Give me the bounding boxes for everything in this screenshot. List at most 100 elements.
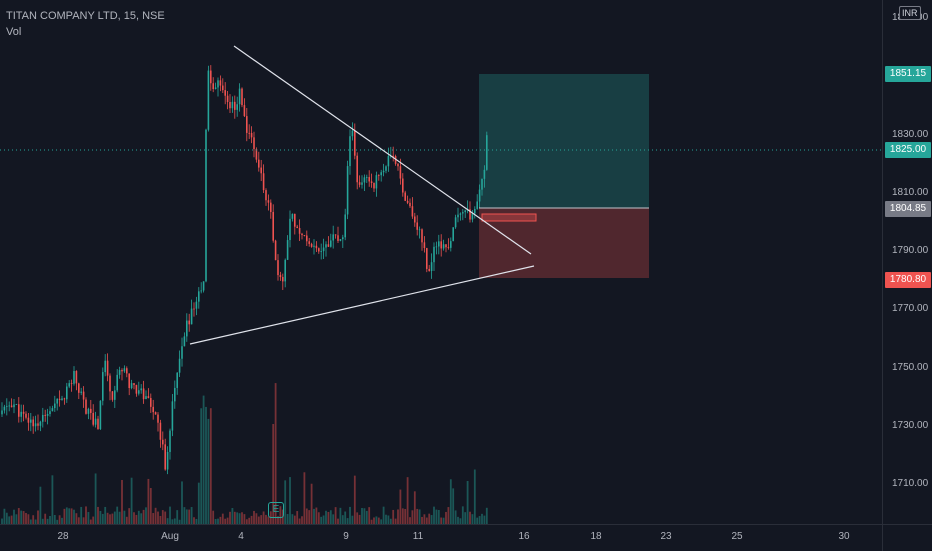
volume-bar [15, 514, 18, 524]
volume-bar [298, 518, 301, 524]
volume-bar [22, 511, 25, 524]
currency-label[interactable]: INR [899, 6, 921, 20]
volume-bar [233, 511, 236, 524]
lower-trendline[interactable] [189, 265, 535, 345]
upper-trendline[interactable] [233, 45, 532, 255]
candle-body [409, 202, 411, 207]
candle-body [181, 346, 183, 359]
candle-body [8, 405, 10, 407]
candle-body [423, 242, 426, 249]
volume-bar [339, 507, 342, 524]
time-tick: 16 [518, 531, 530, 542]
candle-body [106, 360, 109, 376]
candle-body [303, 235, 306, 236]
volume-bar [296, 511, 299, 524]
volume-bar [243, 514, 246, 524]
time-tick: 28 [57, 531, 69, 542]
candle-body [32, 419, 34, 427]
position-stop-zone[interactable] [479, 208, 649, 278]
earnings-event-icon[interactable]: E [268, 502, 284, 518]
candle-body [85, 399, 87, 414]
volume-bar [229, 511, 231, 524]
candle-body [320, 251, 322, 252]
price-chart[interactable] [0, 0, 882, 524]
candle-body [397, 163, 399, 167]
breakout-box[interactable] [481, 213, 537, 222]
volume-bar [10, 515, 13, 524]
volume-bar [459, 518, 462, 524]
volume-bars [1, 383, 488, 524]
volume-legend[interactable]: Vol [6, 26, 22, 38]
candle-body [306, 235, 308, 242]
candle-body [426, 248, 428, 269]
volume-bar [385, 514, 387, 524]
candle-body [366, 177, 368, 178]
volume-bar [469, 511, 471, 524]
candle-body [454, 217, 457, 228]
scale-settings-corner[interactable] [882, 524, 932, 551]
candle-body [289, 218, 291, 241]
volume-bar [101, 513, 104, 524]
volume-bar [161, 510, 164, 524]
candle-body [219, 80, 222, 86]
volume-bar [332, 514, 335, 524]
candle-body [404, 192, 406, 201]
candle-body [421, 229, 423, 243]
candle-body [188, 320, 190, 325]
candle-body [406, 200, 409, 203]
volume-bar [380, 519, 383, 524]
time-tick: Aug [161, 531, 179, 542]
symbol-legend[interactable]: TITAN COMPANY LTD, 15, NSE [6, 10, 165, 22]
candle-body [195, 301, 198, 309]
time-scale[interactable]: 28 Aug 4 9 11 16 18 23 25 30 [0, 524, 882, 551]
candle-body [128, 373, 130, 389]
candle-body [368, 177, 370, 182]
volume-bar [308, 510, 311, 524]
volume-bar [356, 512, 359, 524]
volume-bar [224, 518, 227, 524]
volume-bar [286, 514, 289, 524]
candle-body [226, 95, 229, 103]
candle-body [142, 388, 145, 400]
candle-body [236, 104, 238, 110]
volume-bar [73, 509, 75, 524]
volume-bar [185, 509, 188, 524]
volume-bar [430, 515, 433, 524]
candle-body [262, 173, 265, 191]
price-scale[interactable]: 1850.00 1830.00 1810.00 1790.00 1770.00 … [882, 0, 932, 550]
volume-bar [123, 510, 126, 524]
price-tick: 1810.00 [892, 187, 929, 198]
candle-body [241, 88, 243, 106]
candle-body [445, 244, 447, 248]
volume-bar [337, 518, 339, 524]
volume-bar [205, 406, 207, 524]
volume-bar [137, 510, 140, 524]
candle-body [51, 408, 54, 412]
candle-body [186, 320, 188, 337]
volume-bar [425, 517, 428, 524]
volume-bar [214, 518, 217, 524]
candle-body [464, 210, 466, 213]
chart-pane[interactable]: TITAN COMPANY LTD, 15, NSE Vol E [0, 0, 882, 524]
candle-body [279, 275, 282, 278]
volume-bar [437, 509, 440, 524]
volume-bar [257, 516, 260, 524]
volume-bar [279, 506, 282, 524]
candle-body [207, 70, 210, 130]
candle-body [363, 177, 366, 183]
volume-bar [188, 509, 191, 524]
volume-bar [274, 383, 277, 524]
candle-body [298, 228, 301, 234]
volume-bar [116, 506, 119, 524]
candle-body [270, 202, 272, 212]
candle-body [339, 239, 342, 241]
candle-body [147, 396, 150, 399]
volume-bar [111, 513, 114, 524]
candle-body [382, 170, 385, 173]
volume-bar [377, 517, 380, 524]
position-target-zone[interactable] [479, 74, 649, 208]
candle-body [66, 386, 68, 400]
volume-bar [351, 515, 354, 524]
volume-bar [133, 512, 135, 524]
candle-body [145, 396, 147, 400]
